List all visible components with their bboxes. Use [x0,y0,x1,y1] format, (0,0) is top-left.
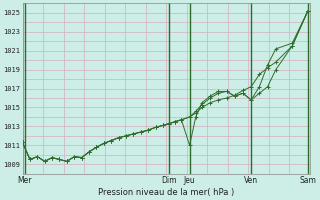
X-axis label: Pression niveau de la mer( hPa ): Pression niveau de la mer( hPa ) [98,188,234,197]
